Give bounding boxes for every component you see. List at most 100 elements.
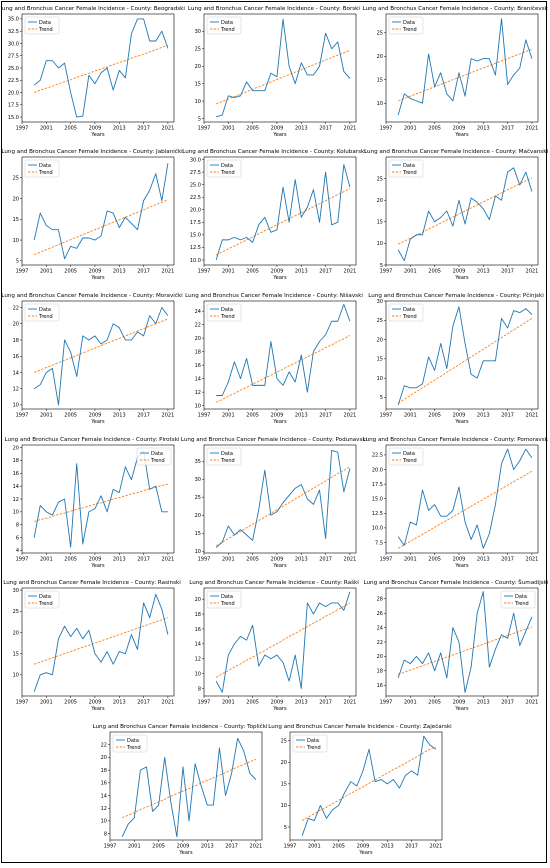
chart-panel: Lung and Bronchus Cancer Female Incidenc… [363,437,550,569]
x-tick-label: 2013 [113,269,126,275]
y-tick-label: 12.5 [372,511,383,517]
y-tick-label: 22 [13,305,19,311]
y-tick-label: 14 [195,376,201,382]
x-tick-label: 2017 [319,126,332,132]
y-tick-label: 25.0 [8,66,19,72]
y-tick-label: 27.5 [190,170,201,176]
chart-panel: Lung and Bronchus Cancer Female Incidenc… [181,437,368,569]
data-line [33,593,169,692]
x-tick-label: 1997 [16,126,29,132]
x-tick-label: 2017 [319,413,332,419]
y-tick-label: 15.0 [8,115,19,121]
y-tick-label: 18 [101,768,107,774]
y-tick-label: 22 [377,640,383,646]
y-tick-label: 8 [104,831,107,837]
x-tick-label: 2021 [162,557,175,563]
chart-panel: Lung and Bronchus Cancer Female Incidenc… [185,292,363,425]
y-tick-label: 5 [284,825,287,831]
y-tick-label: 16 [195,363,201,369]
x-tick-label: 2005 [64,557,77,563]
legend-trend-label: Trend [220,314,235,320]
y-tick-label: 16 [13,354,19,360]
y-tick-label: 25 [13,609,19,615]
legend-box [206,159,242,178]
x-axis-label: Years [90,419,105,425]
chart-title: Lung and Bronchus Cancer Female Incidenc… [363,437,548,443]
y-tick-label: 17.5 [190,220,201,226]
legend-box [136,447,172,466]
x-tick-label: 2021 [344,557,357,563]
x-tick-label: 2017 [501,557,514,563]
y-tick-label: 14 [195,642,201,648]
trend-line [397,177,533,245]
y-tick-label: 12 [195,657,201,663]
x-tick-label: 2005 [428,126,441,132]
x-axis-label: Years [272,706,287,712]
x-tick-label: 2001 [40,557,53,563]
legend-data-label: Data [403,307,415,313]
data-line [397,306,533,406]
y-tick-label: 20 [281,760,287,766]
chart-panel: Lung and Bronchus Cancer Female Incidenc… [189,579,359,712]
x-tick-label: 1997 [16,269,29,275]
x-tick-label: 2005 [332,844,345,850]
chart-title: Lung and Bronchus Cancer Female Incidenc… [2,292,183,299]
y-tick-label: 16 [101,781,107,787]
legend-box [206,303,242,322]
legend-trend-label: Trend [220,27,235,33]
x-tick-label: 2009 [177,844,190,850]
y-tick-label: 30 [195,477,201,483]
x-tick-label: 2001 [222,269,235,275]
x-tick-label: 2005 [64,269,77,275]
y-tick-label: 10 [195,403,201,409]
y-tick-label: 20 [13,630,19,636]
y-tick-label: 20 [195,513,201,519]
legend-box [206,447,242,466]
x-axis-label: Years [90,132,105,138]
x-tick-label: 2001 [40,126,53,132]
x-tick-label: 2021 [526,557,539,563]
x-axis-label: Years [272,563,287,569]
x-tick-label: 2017 [501,413,514,419]
legend-trend-label: Trend [306,745,321,751]
x-axis-label: Years [454,132,469,138]
x-axis-label: Years [90,275,105,281]
x-tick-label: 2009 [453,269,466,275]
legend-data-label: Data [221,307,233,313]
chart-title: Lung and Bronchus Cancer Female Incidenc… [5,437,180,443]
x-axis-label: Years [454,419,469,425]
y-tick-label: 22.5 [8,78,19,84]
y-tick-label: 5 [16,259,19,265]
x-tick-label: 1997 [380,413,393,419]
plot-frame [385,156,539,266]
legend-data-label: Data [127,738,139,744]
y-tick-label: 20 [195,336,201,342]
x-tick-label: 2009 [89,557,102,563]
legend-data-label: Data [221,594,233,600]
y-tick-label: 16 [377,683,383,689]
x-axis-label: Years [90,563,105,569]
x-tick-label: 2017 [137,269,150,275]
x-tick-label: 2005 [246,557,259,563]
legend-trend-label: Trend [38,314,53,320]
trend-line [34,617,169,665]
y-tick-label: 5 [380,263,383,269]
x-tick-label: 2001 [222,557,235,563]
chart-panel: Lung and Bronchus Cancer Female Incidenc… [363,5,550,138]
x-tick-label: 2009 [453,413,466,419]
x-tick-label: 2001 [222,413,235,419]
trend-line [33,44,169,93]
x-tick-label: 2021 [250,844,263,850]
x-tick-label: 2017 [319,700,332,706]
x-tick-label: 2009 [89,413,102,419]
y-tick-label: 22 [101,743,107,749]
data-line [397,18,533,116]
legend-box [388,159,424,178]
data-line [216,18,351,118]
x-tick-label: 2013 [201,844,214,850]
x-tick-label: 2005 [428,700,441,706]
